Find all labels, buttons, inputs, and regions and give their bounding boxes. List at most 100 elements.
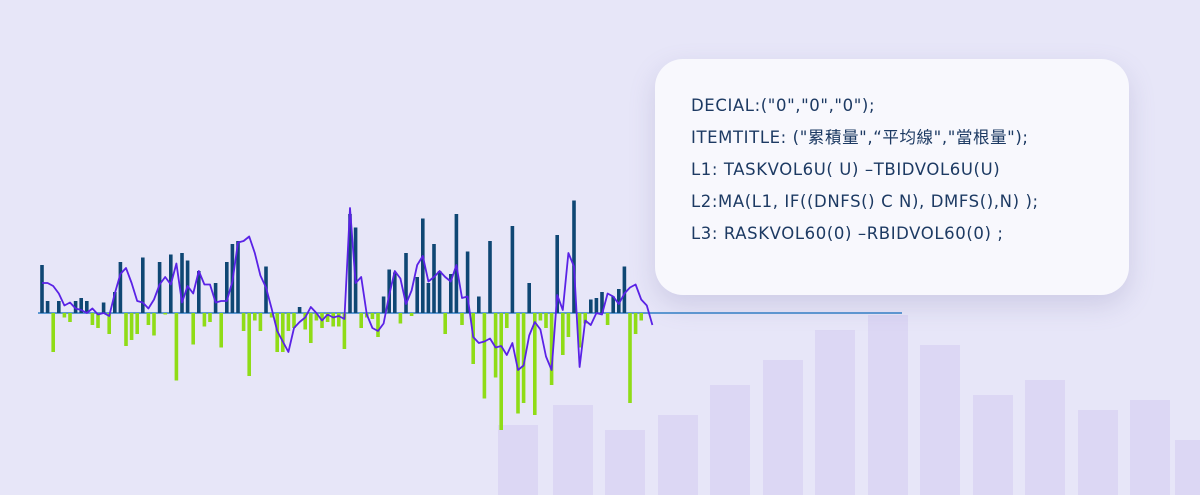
positive-volume-bar <box>527 283 531 313</box>
negative-volume-bar <box>549 313 554 385</box>
positive-volume-bar <box>141 257 145 313</box>
decor-bar-0 <box>498 425 538 495</box>
positive-volume-bar <box>157 262 162 313</box>
positive-volume-bar <box>404 253 408 313</box>
negative-volume-bar <box>370 313 375 319</box>
negative-volume-bar <box>633 313 638 334</box>
code-line-itemtitle: ITEMTITLE: ("累積量",“平均線","當根量"); <box>691 128 1029 147</box>
negative-volume-bar <box>342 313 347 349</box>
positive-volume-bar <box>213 283 218 313</box>
negative-volume-bar <box>258 313 263 331</box>
positive-volume-bar <box>454 214 459 313</box>
negative-volume-bar <box>247 313 251 376</box>
positive-volume-bar <box>73 301 78 313</box>
moving-average-line <box>42 207 654 371</box>
negative-volume-bar <box>269 313 274 318</box>
positive-volume-bar <box>426 283 431 313</box>
negative-volume-bar <box>163 313 167 315</box>
positive-volume-bar <box>465 251 470 313</box>
negative-volume-bar <box>577 313 582 348</box>
positive-volume-bar <box>572 200 576 313</box>
code-line-l2: L2:MA(L1, IF((DNFS() C N), DMFS(),N) ); <box>691 192 1039 211</box>
positive-volume-bar <box>611 296 615 313</box>
decor-bar-2 <box>605 430 645 495</box>
negative-volume-bar <box>174 313 179 381</box>
negative-volume-bar <box>505 313 509 328</box>
positive-volume-bar <box>555 235 559 313</box>
volume-bars <box>40 200 643 430</box>
negative-volume-bar <box>62 313 67 318</box>
negative-volume-bar <box>202 313 207 327</box>
formula-code-card: DECIAL:("0","0","0"); ITEMTITLE: ("累積量",… <box>655 59 1129 295</box>
positive-volume-bar <box>510 226 515 313</box>
negative-volume-bar <box>292 313 296 328</box>
decor-bar-3 <box>658 415 698 495</box>
positive-volume-bar <box>236 241 240 313</box>
negative-volume-bar <box>129 313 134 340</box>
negative-volume-bar <box>521 313 526 403</box>
negative-volume-bar <box>566 313 571 337</box>
positive-volume-bar <box>617 289 621 313</box>
positive-volume-bar <box>589 299 593 313</box>
negative-volume-bar <box>146 313 151 325</box>
positive-volume-bar <box>40 265 44 313</box>
positive-volume-bar <box>477 296 481 313</box>
positive-volume-bar <box>118 262 123 313</box>
decor-bar-6 <box>815 330 855 495</box>
negative-volume-bar <box>409 313 414 316</box>
negative-volume-bar <box>443 313 447 334</box>
positive-volume-bar <box>113 292 117 313</box>
negative-volume-bar <box>482 313 487 399</box>
positive-volume-bar <box>353 227 358 313</box>
negative-volume-bar <box>281 313 285 352</box>
positive-volume-bar <box>297 307 302 313</box>
decor-bar-9 <box>973 395 1013 495</box>
code-line-l3: L3: RASKVOL60(0) –RBIDVOL60(0) ; <box>691 224 1004 243</box>
negative-volume-bar <box>241 313 246 331</box>
positive-volume-bar <box>225 262 229 313</box>
positive-volume-bar <box>101 302 106 313</box>
negative-volume-bar <box>286 313 291 331</box>
negative-volume-bar <box>398 313 403 324</box>
negative-volume-bar <box>124 313 128 346</box>
negative-volume-bar <box>628 313 632 403</box>
negative-volume-bar <box>96 313 100 328</box>
negative-volume-bar <box>219 313 223 348</box>
positive-volume-bar <box>348 214 352 313</box>
positive-volume-bar <box>415 277 419 313</box>
positive-volume-bar <box>79 298 83 313</box>
negative-volume-bar <box>533 313 537 415</box>
decor-bar-7 <box>868 315 908 495</box>
negative-volume-bar <box>191 313 195 345</box>
positive-volume-bar <box>594 298 599 313</box>
negative-volume-bar <box>152 313 156 336</box>
negative-volume-bar <box>376 313 380 337</box>
negative-volume-bar <box>309 313 313 343</box>
positive-volume-bar <box>393 272 397 313</box>
decor-bar-10 <box>1025 380 1065 495</box>
positive-volume-bar <box>85 301 89 313</box>
negative-volume-bar <box>639 313 643 321</box>
negative-volume-bar <box>314 313 319 321</box>
decor-bar-13 <box>1175 440 1200 495</box>
negative-volume-bar <box>460 313 464 325</box>
positive-volume-bar <box>57 301 61 313</box>
positive-volume-bar <box>197 271 201 313</box>
negative-volume-bar <box>325 313 330 322</box>
negative-volume-bar <box>337 313 341 327</box>
positive-volume-bar <box>381 296 386 313</box>
decor-bar-8 <box>920 345 960 495</box>
positive-volume-bar <box>421 218 425 313</box>
code-line-l1: L1: TASKVOL6U( U) –TBIDVOL6U(U) <box>691 160 1001 179</box>
decor-bar-11 <box>1078 410 1118 495</box>
negative-volume-bar <box>68 313 72 322</box>
negative-volume-bar <box>135 313 139 334</box>
decor-bar-1 <box>553 405 593 495</box>
negative-volume-bar <box>561 313 565 355</box>
positive-volume-bar <box>622 266 627 313</box>
positive-volume-bar <box>449 274 453 313</box>
negative-volume-bar <box>208 313 212 322</box>
positive-volume-bar <box>600 292 604 313</box>
